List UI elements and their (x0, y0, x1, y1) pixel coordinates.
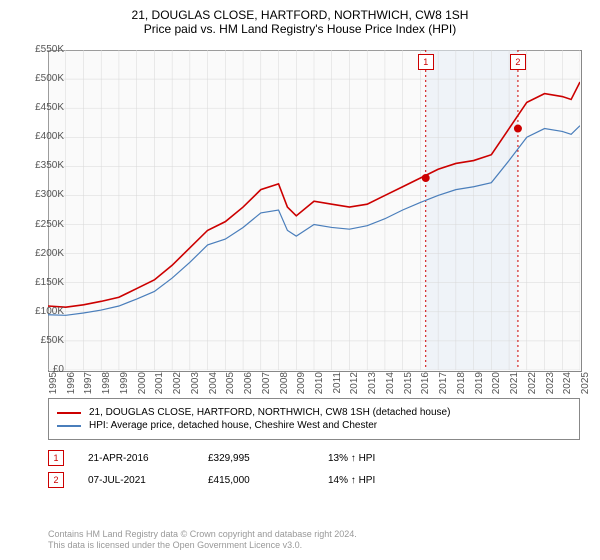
sale-dot (514, 125, 522, 133)
x-tick-label: 2015 (403, 372, 414, 396)
transaction-row: 2 07-JUL-2021 £415,000 14% ↑ HPI (48, 472, 580, 488)
legend-row: 21, DOUGLAS CLOSE, HARTFORD, NORTHWICH, … (57, 407, 571, 418)
x-tick-label: 2004 (208, 372, 219, 396)
x-tick-label: 2022 (527, 372, 538, 396)
x-tick-label: 1997 (83, 372, 94, 396)
transaction-delta: 13% ↑ HPI (328, 453, 448, 464)
x-tick-label: 2014 (385, 372, 396, 396)
y-tick-label: £200K (20, 248, 64, 259)
x-tick-label: 1998 (101, 372, 112, 396)
sale-marker-label: 2 (510, 54, 526, 70)
x-tick-label: 2023 (545, 372, 556, 396)
x-tick-label: 2001 (154, 372, 165, 396)
transaction-date: 21-APR-2016 (88, 453, 208, 464)
x-tick-label: 2018 (456, 372, 467, 396)
transaction-price: £329,995 (208, 453, 328, 464)
chart-svg (48, 50, 580, 370)
y-tick-label: £350K (20, 160, 64, 171)
y-tick-label: £400K (20, 131, 64, 142)
sale-dot (422, 174, 430, 182)
transaction-delta: 14% ↑ HPI (328, 475, 448, 486)
legend-label: HPI: Average price, detached house, Ches… (89, 420, 377, 431)
transaction-marker: 2 (48, 472, 64, 488)
y-tick-label: £550K (20, 44, 64, 55)
x-tick-label: 2007 (261, 372, 272, 396)
x-tick-label: 2005 (225, 372, 236, 396)
transaction-marker: 1 (48, 450, 64, 466)
x-tick-label: 2017 (438, 372, 449, 396)
x-tick-label: 2025 (580, 372, 591, 396)
x-tick-label: 1996 (66, 372, 77, 396)
y-tick-label: £150K (20, 277, 64, 288)
legend-swatch (57, 412, 81, 414)
footer-line1: Contains HM Land Registry data © Crown c… (48, 529, 357, 541)
x-tick-label: 2020 (491, 372, 502, 396)
x-tick-label: 2006 (243, 372, 254, 396)
legend-swatch (57, 425, 81, 427)
x-tick-label: 2003 (190, 372, 201, 396)
x-tick-label: 2010 (314, 372, 325, 396)
chart-title: 21, DOUGLAS CLOSE, HARTFORD, NORTHWICH, … (0, 0, 600, 22)
transaction-date: 07-JUL-2021 (88, 475, 208, 486)
legend-row: HPI: Average price, detached house, Ches… (57, 420, 571, 431)
footer: Contains HM Land Registry data © Crown c… (48, 529, 357, 552)
y-tick-label: £100K (20, 306, 64, 317)
x-tick-label: 2002 (172, 372, 183, 396)
sale-marker-label: 1 (418, 54, 434, 70)
y-tick-label: £300K (20, 189, 64, 200)
transactions-table: 1 21-APR-2016 £329,995 13% ↑ HPI 2 07-JUL… (48, 444, 580, 494)
plot-area: 12 (48, 50, 580, 370)
footer-line2: This data is licensed under the Open Gov… (48, 540, 357, 552)
x-tick-label: 2019 (474, 372, 485, 396)
y-tick-label: £500K (20, 73, 64, 84)
transaction-price: £415,000 (208, 475, 328, 486)
x-tick-label: 2000 (137, 372, 148, 396)
x-tick-label: 2009 (296, 372, 307, 396)
legend: 21, DOUGLAS CLOSE, HARTFORD, NORTHWICH, … (48, 398, 580, 440)
x-tick-label: 2024 (562, 372, 573, 396)
highlight-band (426, 50, 518, 370)
x-tick-label: 2016 (420, 372, 431, 396)
x-tick-label: 2013 (367, 372, 378, 396)
y-tick-label: £50K (20, 335, 64, 346)
legend-label: 21, DOUGLAS CLOSE, HARTFORD, NORTHWICH, … (89, 407, 450, 418)
x-tick-label: 2021 (509, 372, 520, 396)
x-tick-label: 2008 (279, 372, 290, 396)
x-tick-label: 1995 (48, 372, 59, 396)
y-tick-label: £250K (20, 219, 64, 230)
x-tick-label: 1999 (119, 372, 130, 396)
x-tick-label: 2012 (349, 372, 360, 396)
x-tick-label: 2011 (332, 372, 343, 396)
chart-subtitle: Price paid vs. HM Land Registry's House … (0, 22, 600, 40)
transaction-row: 1 21-APR-2016 £329,995 13% ↑ HPI (48, 450, 580, 466)
y-tick-label: £450K (20, 102, 64, 113)
